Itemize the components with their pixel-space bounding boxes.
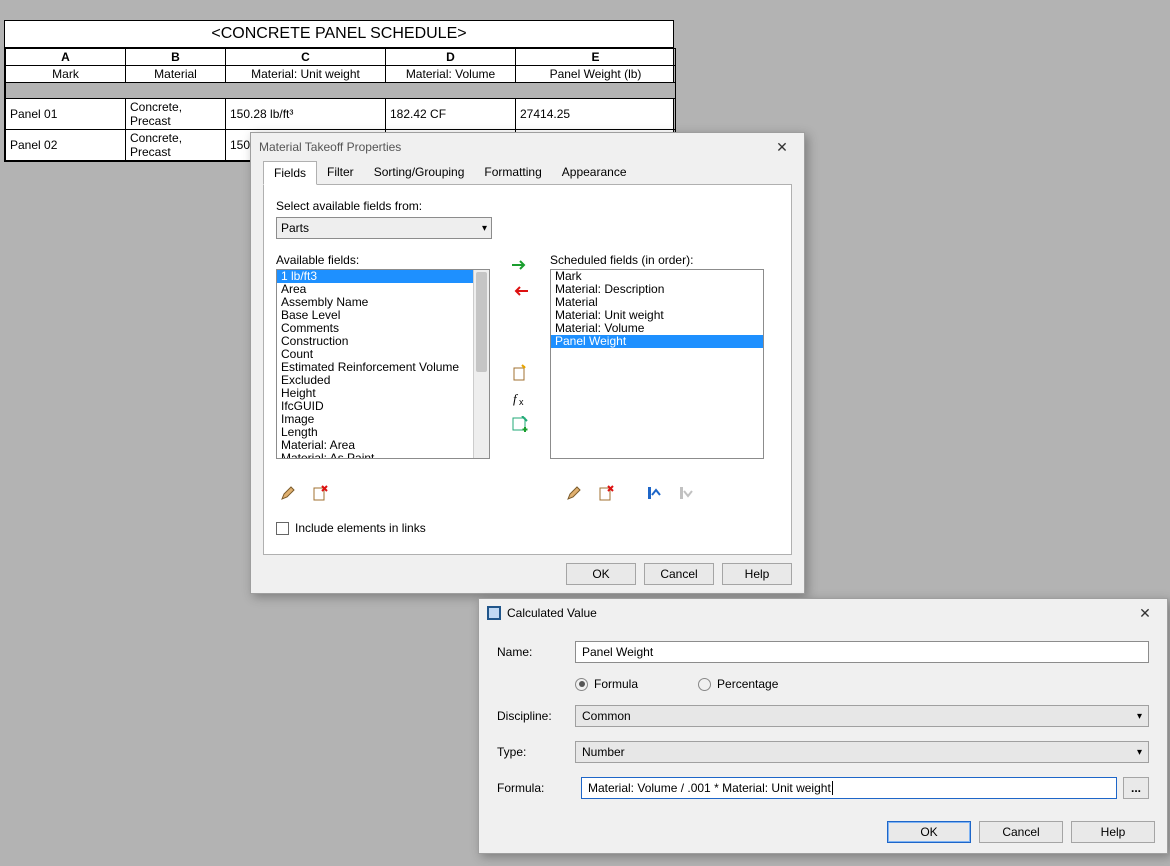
table-cell: Concrete, Precast [126, 130, 226, 161]
col-letter: C [226, 49, 386, 66]
combine-parameters-icon[interactable] [508, 415, 532, 435]
discipline-value: Common [582, 709, 631, 723]
fields-tab-body: Select available fields from: Parts ▾ Av… [263, 185, 792, 555]
formula-browse-button[interactable]: ... [1123, 777, 1149, 799]
list-item[interactable]: Panel Weight [551, 335, 763, 348]
col-header: Material [126, 66, 226, 83]
available-fields-label: Available fields: [276, 253, 490, 267]
select-from-label: Select available fields from: [276, 199, 779, 213]
col-letter: D [386, 49, 516, 66]
move-down-icon[interactable] [676, 483, 700, 503]
tab-sorting-grouping[interactable]: Sorting/Grouping [364, 161, 475, 184]
table-cell: 150.28 lb/ft³ [226, 99, 386, 130]
ok-button[interactable]: OK [566, 563, 636, 585]
cancel-button[interactable]: Cancel [979, 821, 1063, 843]
col-header: Material: Unit weight [226, 66, 386, 83]
scheduled-fields-list[interactable]: MarkMaterial: DescriptionMaterialMateria… [550, 269, 764, 459]
name-value: Panel Weight [582, 645, 653, 659]
select-from-value: Parts [281, 221, 309, 235]
edit-scheduled-icon[interactable] [562, 483, 586, 503]
type-label: Type: [497, 745, 575, 759]
ok-button[interactable]: OK [887, 821, 971, 843]
select-from-combo[interactable]: Parts ▾ [276, 217, 492, 239]
calculated-value-icon[interactable]: fx [508, 389, 532, 409]
col-letter: A [6, 49, 126, 66]
tab-formatting[interactable]: Formatting [474, 161, 551, 184]
close-icon[interactable]: ✕ [1131, 605, 1159, 622]
new-parameter-icon[interactable] [508, 363, 532, 383]
delete-param-icon[interactable] [308, 483, 332, 503]
remove-field-icon[interactable] [508, 281, 532, 301]
add-field-icon[interactable] [508, 255, 532, 275]
table-cell: Panel 01 [6, 99, 126, 130]
type-combo[interactable]: Number ▾ [575, 741, 1149, 763]
tab-filter[interactable]: Filter [317, 161, 364, 184]
list-item[interactable]: Material: As Paint [277, 452, 489, 459]
dialog-titlebar[interactable]: Calculated Value ✕ [479, 599, 1167, 627]
schedule-title: <CONCRETE PANEL SCHEDULE> [5, 21, 673, 48]
col-header: Panel Weight (lb) [516, 66, 676, 83]
edit-icon[interactable] [276, 483, 300, 503]
tab-bar: FieldsFilterSorting/GroupingFormattingAp… [263, 161, 792, 185]
dialog-title: Calculated Value [507, 606, 597, 620]
checkbox-icon [276, 522, 289, 535]
chevron-down-icon: ▾ [1137, 711, 1142, 722]
tab-appearance[interactable]: Appearance [552, 161, 637, 184]
formula-label: Formula: [497, 777, 575, 799]
chevron-down-icon: ▾ [482, 223, 487, 234]
dialog-title: Material Takeoff Properties [259, 140, 401, 154]
discipline-combo[interactable]: Common ▾ [575, 705, 1149, 727]
col-header: Mark [6, 66, 126, 83]
formula-radio[interactable]: Formula [575, 677, 638, 691]
material-takeoff-properties-dialog: Material Takeoff Properties ✕ FieldsFilt… [250, 132, 805, 594]
dialog-titlebar[interactable]: Material Takeoff Properties ✕ [251, 133, 804, 161]
name-label: Name: [497, 645, 575, 659]
scrollbar[interactable] [473, 270, 489, 458]
delete-scheduled-icon[interactable] [594, 483, 618, 503]
text-caret [832, 781, 833, 795]
type-value: Number [582, 745, 625, 759]
table-cell: 182.42 CF [386, 99, 516, 130]
help-button[interactable]: Help [1071, 821, 1155, 843]
name-input[interactable]: Panel Weight [575, 641, 1149, 663]
include-links-checkbox[interactable]: Include elements in links [276, 521, 426, 535]
available-fields-list[interactable]: 1 lb/ft3AreaAssembly NameBase LevelComme… [276, 269, 490, 459]
col-letter: E [516, 49, 676, 66]
close-icon[interactable]: ✕ [768, 139, 796, 156]
formula-value: Material: Volume / .001 * Material: Unit… [588, 781, 831, 795]
table-row[interactable]: Panel 01Concrete, Precast150.28 lb/ft³18… [6, 99, 676, 130]
tab-fields[interactable]: Fields [263, 161, 317, 185]
table-cell: Panel 02 [6, 130, 126, 161]
percentage-radio-label: Percentage [717, 677, 778, 691]
scheduled-fields-label: Scheduled fields (in order): [550, 253, 764, 267]
col-letter: B [126, 49, 226, 66]
radio-icon [575, 678, 588, 691]
formula-radio-label: Formula [594, 677, 638, 691]
cancel-button[interactable]: Cancel [644, 563, 714, 585]
move-up-icon[interactable] [644, 483, 668, 503]
transfer-buttons: fx [500, 253, 540, 459]
percentage-radio[interactable]: Percentage [698, 677, 778, 691]
list-item[interactable]: 1 lb/ft3 [277, 270, 489, 283]
calculated-value-dialog: Calculated Value ✕ Name: Panel Weight Fo… [478, 598, 1168, 854]
svg-text:x: x [519, 397, 524, 407]
include-links-label: Include elements in links [295, 521, 426, 535]
app-icon [487, 606, 501, 620]
table-cell: Concrete, Precast [126, 99, 226, 130]
chevron-down-icon: ▾ [1137, 747, 1142, 758]
col-header: Material: Volume [386, 66, 516, 83]
discipline-label: Discipline: [497, 709, 575, 723]
radio-icon [698, 678, 711, 691]
help-button[interactable]: Help [722, 563, 792, 585]
formula-input[interactable]: Material: Volume / .001 * Material: Unit… [581, 777, 1117, 799]
table-cell: 27414.25 [516, 99, 676, 130]
scrollbar-thumb[interactable] [476, 272, 487, 372]
